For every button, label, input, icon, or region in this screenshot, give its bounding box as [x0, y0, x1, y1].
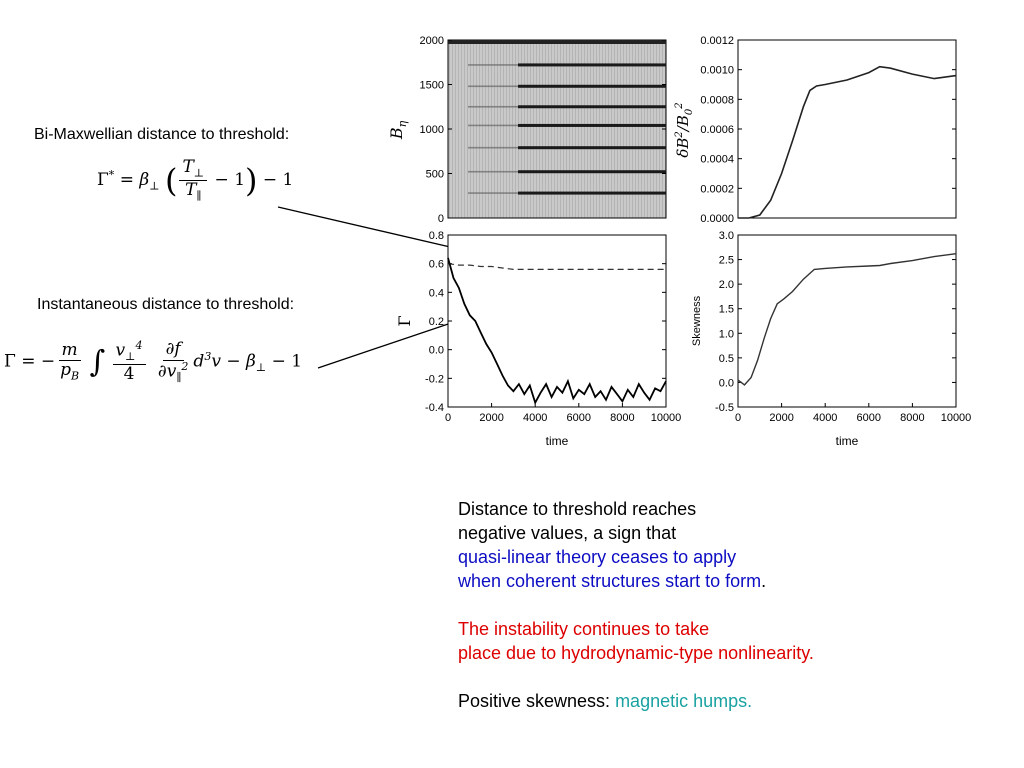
heatmap-panel: 2000 1500 1000 500 0 Bη	[387, 35, 667, 225]
heatmap-band-fade	[468, 105, 518, 108]
p3-line: Positive skewness: magnetic humps.	[458, 689, 978, 713]
gamma-x-tick-label: 6000	[567, 412, 591, 424]
skewness-x-tick-label: 6000	[857, 412, 881, 424]
gamma-x-tick-label: 0	[445, 412, 451, 424]
heatmap-band	[518, 123, 666, 127]
gamma-y-tick-label: -0.2	[425, 373, 444, 385]
heatmap-bands	[448, 40, 666, 195]
heatmap-band	[518, 105, 666, 109]
p3-prefix: Positive skewness:	[458, 691, 616, 711]
gamma-x-label: time	[546, 434, 569, 448]
heatmap-top-band	[448, 40, 666, 44]
bimaxwellian-label: Bi-Maxwellian distance to threshold:	[34, 126, 290, 143]
energy-y-tick-label: 0.0008	[700, 94, 734, 106]
heatmap-band	[518, 191, 666, 195]
heatmap-y-ticks: 2000 1500 1000 500 0	[420, 35, 666, 225]
gamma-x-ticks: 0 2000 4000 6000 8000 10000	[445, 403, 681, 424]
gamma-y-ticks: 0.8 0.6 0.4 0.2 0.0 -0.2 -0.4	[425, 230, 666, 414]
energy-y-label: δB2/B02	[674, 102, 695, 157]
bimaxwellian-formula: Γ* = β⊥ (T⊥ T∥ − 1) − 1	[97, 157, 294, 203]
gamma-x-tick-label: 8000	[610, 412, 634, 424]
heatmap-band-fade	[468, 124, 518, 127]
heatmap-band	[518, 84, 666, 88]
gamma-x-tick-label: 4000	[523, 412, 547, 424]
gamma-y-tick-label: 0.0	[429, 345, 444, 357]
energy-y-tick-label: 0.0002	[700, 183, 734, 195]
heatmap-y-tick-label: 1500	[420, 80, 444, 92]
p1-line2: negative values, a sign that	[458, 523, 677, 543]
energy-axes	[737, 39, 957, 219]
heatmap-band	[518, 170, 666, 174]
instantaneous-label: Instantaneous distance to threshold:	[37, 296, 295, 313]
heatmap-band	[518, 146, 666, 150]
heatmap-band-fade	[468, 85, 518, 88]
heatmap-band	[518, 63, 666, 67]
skewness-x-tick-label: 2000	[769, 412, 793, 424]
skewness-y-tick-label: 0.5	[719, 353, 734, 365]
heatmap-band-fade	[468, 146, 518, 149]
energy-y-ticks: 0.0012 0.0010 0.0008 0.0006 0.0004 0.0002 0.00…	[700, 35, 956, 225]
skewness-x-tick-label: 10000	[941, 412, 972, 424]
heatmap-y-tick-label: 500	[426, 169, 444, 181]
gamma-x-tick-label: 2000	[479, 412, 503, 424]
gamma-y-tick-label: 0.8	[429, 230, 444, 242]
gamma-y-tick-label: 0.2	[429, 316, 444, 328]
skewness-x-ticks: 0 2000 4000 6000 8000 10000	[735, 403, 971, 424]
instantaneous-formula: Γ = − m pB ∫ v⊥4 4 ∂f ∂v∥2 d3v − β⊥ − 1	[4, 339, 303, 384]
energy-y-tick-label: 0.0012	[700, 35, 734, 47]
arrow-to-solid-line	[317, 317, 465, 369]
energy-y-tick-label: 0.0000	[700, 213, 734, 225]
skewness-x-label: time	[836, 434, 859, 448]
energy-line	[738, 65, 957, 219]
skewness-y-tick-label: -0.5	[715, 402, 734, 414]
p3-highlight: magnetic humps.	[615, 691, 753, 711]
skewness-y-tick-label: 1.5	[719, 304, 734, 316]
heatmap-y-tick-label: 0	[438, 213, 444, 225]
p1-end: .	[761, 571, 767, 591]
heatmap-band-fade	[468, 170, 518, 173]
heatmap-y-label: Bη	[387, 120, 409, 140]
skewness-line	[737, 253, 957, 386]
p1-line4: when coherent structures start to form	[458, 571, 762, 591]
skewness-y-tick-label: 0.0	[719, 377, 734, 389]
energy-y-tick-label: 0.0006	[700, 124, 734, 136]
gamma-y-tick-label: 0.4	[429, 287, 444, 299]
energy-panel: 0.0012 0.0010 0.0008 0.0006 0.0004 0.0002 0.00…	[674, 35, 957, 225]
heatmap-band-fade	[468, 192, 518, 194]
skewness-x-tick-label: 0	[735, 412, 741, 424]
explanation-text: Distance to threshold reaches negative v…	[458, 497, 978, 713]
p2-line1: The instability continues to take	[458, 619, 710, 639]
skewness-panel: 3.0 2.5 2.0 1.5 1.0 0.5 0.0 -0.5 0 2000 4000 6000 8…	[691, 230, 971, 448]
skewness-axes	[737, 234, 957, 408]
skewness-y-tick-label: 3.0	[719, 230, 734, 242]
heatmap-background	[447, 39, 667, 219]
gamma-y-tick-label: -0.4	[425, 402, 444, 414]
skewness-y-tick-label: 2.0	[719, 279, 734, 291]
energy-y-tick-label: 0.0010	[700, 65, 734, 77]
p1-line1: Distance to threshold reaches	[458, 499, 697, 519]
gamma-star-dashed-line	[447, 263, 666, 270]
heatmap-y-tick-label: 1000	[420, 124, 444, 136]
heatmap-y-tick-label: 2000	[420, 35, 444, 47]
gamma-y-tick-label: 0.6	[429, 259, 444, 271]
gamma-solid-line	[447, 257, 667, 406]
p2-line2: place due to hydrodynamic-type nonlinear…	[458, 643, 814, 663]
p1-line3: quasi-linear theory ceases to apply	[458, 547, 737, 567]
skewness-x-tick-label: 4000	[813, 412, 837, 424]
gamma-axes	[447, 234, 667, 408]
heatmap-band-fade	[468, 64, 518, 66]
skewness-y-tick-label: 2.5	[719, 255, 734, 267]
skewness-y-tick-label: 1.0	[719, 328, 734, 340]
gamma-panel: 0.8 0.6 0.4 0.2 0.0 -0.2 -0.4 0 2000 4000 6000 800…	[395, 230, 681, 448]
gamma-x-tick-label: 10000	[651, 412, 682, 424]
gamma-y-label: Γ	[395, 315, 414, 326]
skewness-y-label: Skewness	[691, 295, 703, 346]
p1-line4-wrap: when coherent structures start to form.	[458, 569, 978, 593]
skewness-x-tick-label: 8000	[900, 412, 924, 424]
energy-y-tick-label: 0.0004	[700, 154, 734, 166]
